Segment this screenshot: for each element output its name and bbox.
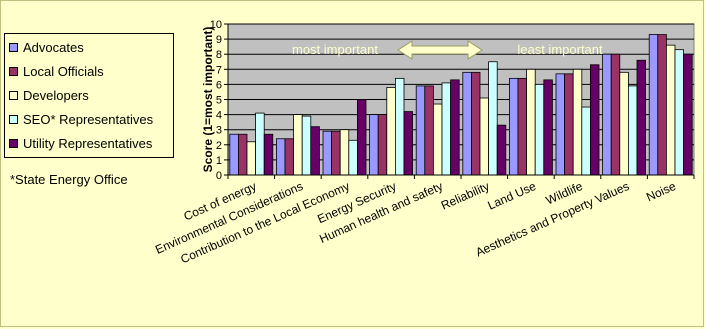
legend-swatch [9, 90, 18, 100]
bar [301, 115, 312, 176]
legend-label: Local Officials [23, 63, 104, 79]
bar [369, 114, 379, 176]
bar [331, 130, 341, 176]
bar [386, 87, 396, 176]
bar [683, 53, 693, 176]
bar [275, 138, 286, 176]
legend: Advocates Local Officials Developers SEO… [4, 33, 174, 158]
y-tick-label: 10 [210, 19, 222, 31]
bar [237, 133, 248, 176]
bar [284, 138, 295, 176]
legend-label: Developers [23, 87, 89, 103]
y-axis-ticks: 0 1 2 3 4 5 6 7 8 9 10 [210, 19, 228, 182]
annotation-most-important: most important [292, 42, 378, 57]
legend-swatch [9, 114, 18, 124]
bar [415, 85, 426, 176]
bar [450, 79, 460, 176]
bar [564, 73, 574, 176]
bar [590, 64, 600, 176]
annotation-least-important: least important [517, 42, 603, 57]
bar [348, 139, 358, 176]
y-tick-label: 8 [216, 49, 222, 61]
footnote: *State Energy Office [10, 172, 128, 187]
bar [377, 114, 388, 176]
double-arrow-icon [397, 40, 483, 60]
bar [246, 141, 257, 176]
legend-swatch [9, 66, 18, 76]
bars [229, 34, 693, 176]
bar [619, 71, 629, 176]
bar [628, 85, 638, 176]
bar [488, 61, 498, 176]
bar [339, 129, 350, 176]
x-tick-label: Reliability [439, 179, 492, 213]
legend-label: Advocates [23, 39, 84, 55]
bar [657, 34, 667, 176]
bar [636, 59, 647, 176]
bar [496, 124, 507, 176]
x-axis-ticks [227, 175, 695, 179]
bar [572, 68, 583, 176]
y-tick-label: 1 [216, 155, 222, 167]
legend-swatch [9, 42, 18, 52]
bar [534, 84, 545, 176]
bar [674, 49, 685, 176]
y-axis-label: Score (1=most important) [201, 27, 215, 173]
legend-item: Local Officials [9, 62, 104, 80]
bar [610, 53, 621, 176]
legend-item: Utility Representatives [9, 134, 152, 152]
legend-label: SEO* Representatives [23, 111, 154, 127]
bar [432, 103, 443, 176]
bar [517, 77, 528, 176]
bar [229, 133, 239, 176]
legend-label: Utility Representatives [23, 135, 153, 151]
bar [263, 133, 274, 176]
bar [479, 97, 490, 176]
y-tick-label: 5 [216, 95, 222, 107]
bar [394, 77, 405, 176]
legend-item: Developers [9, 86, 89, 104]
y-tick-label: 2 [216, 140, 222, 152]
bar [526, 68, 536, 176]
y-tick-label: 7 [216, 64, 222, 76]
bar [543, 79, 553, 176]
y-tick-label: 0 [216, 170, 222, 182]
bar [441, 82, 452, 176]
bar [424, 85, 434, 176]
y-tick-label: 4 [216, 110, 222, 122]
bar [555, 73, 566, 176]
bar [293, 114, 303, 176]
bar [462, 71, 472, 176]
bar [666, 44, 676, 176]
x-tick-label: Noise [644, 179, 678, 204]
bar [508, 77, 519, 176]
bar [310, 126, 320, 176]
bar [470, 71, 481, 176]
bar [322, 130, 333, 176]
bar [403, 111, 414, 176]
bar [581, 106, 591, 176]
bar [648, 34, 659, 176]
bar [255, 112, 265, 176]
y-tick-label: 3 [216, 125, 222, 137]
legend-item: Advocates [9, 38, 84, 56]
legend-swatch [9, 138, 18, 148]
legend-item: SEO* Representatives [9, 110, 153, 128]
y-tick-label: 9 [216, 34, 222, 46]
x-tick-label: Land Use [485, 179, 538, 213]
bar [356, 99, 367, 176]
y-tick-label: 6 [216, 79, 222, 91]
bar [602, 53, 612, 176]
